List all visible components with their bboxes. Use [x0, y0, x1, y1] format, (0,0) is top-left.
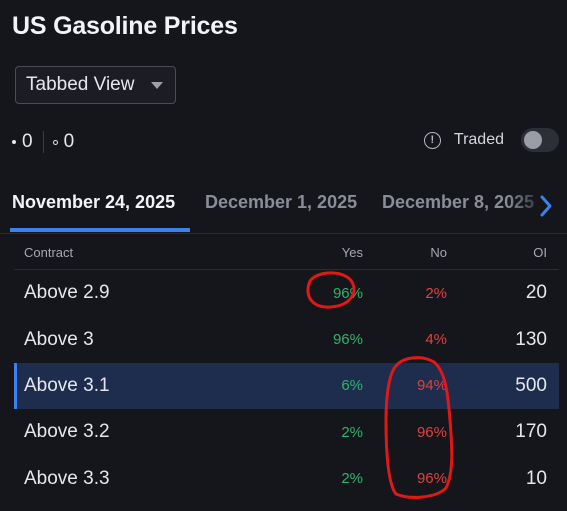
contract-name: Above 3: [24, 328, 94, 350]
traded-toggle[interactable]: [521, 128, 559, 152]
contract-name: Above 3.2: [24, 421, 110, 443]
header-contract: Contract: [24, 245, 74, 260]
info-icon[interactable]: !: [423, 131, 441, 149]
open-interest: 10: [525, 467, 547, 489]
active-tab-indicator: [10, 228, 190, 232]
yes-price[interactable]: 96%: [332, 331, 363, 349]
tab-december-1[interactable]: December 1, 2025: [205, 192, 358, 212]
contracts-table: Contract Yes No OI Above 2.9 96% 2% 20 A…: [14, 236, 559, 502]
yes-price[interactable]: 96%: [332, 284, 363, 302]
no-price[interactable]: 96%: [416, 423, 447, 441]
empty-dot-icon: [52, 139, 58, 145]
table-row[interactable]: Above 3.3 2% 96% 10: [14, 456, 559, 502]
table-header: Contract Yes No OI: [14, 236, 559, 270]
count-divider: [42, 131, 44, 153]
open-interest: 170: [515, 421, 547, 443]
no-price[interactable]: 4%: [425, 331, 447, 349]
count-indicators: 0 0: [12, 130, 74, 154]
contract-name: Above 3.1: [24, 374, 110, 396]
tab-december-8[interactable]: December 8, 2025: [382, 192, 535, 212]
tab-november-24[interactable]: November 24, 2025: [12, 192, 176, 212]
tab-overflow-fade: [507, 186, 567, 232]
no-price[interactable]: 96%: [416, 470, 447, 488]
no-price[interactable]: 94%: [416, 377, 447, 395]
view-select-dropdown[interactable]: Tabbed View: [15, 66, 176, 104]
table-row-selected[interactable]: Above 3.1 6% 94% 500: [14, 362, 559, 410]
yes-price[interactable]: 2%: [341, 423, 363, 441]
contract-name: Above 3.3: [24, 467, 110, 489]
chevron-down-icon: [151, 82, 163, 89]
yes-price[interactable]: 2%: [341, 470, 363, 488]
filled-dot-icon: [12, 140, 16, 144]
contract-name: Above 2.9: [24, 282, 110, 304]
view-select-value: Tabbed View: [26, 74, 135, 95]
chevron-right-icon[interactable]: [539, 194, 553, 218]
table-row[interactable]: Above 2.9 96% 2% 20: [14, 270, 559, 316]
empty-count: 0: [63, 131, 75, 152]
header-yes: Yes: [341, 245, 363, 260]
open-interest: 20: [525, 282, 547, 304]
header-oi: OI: [533, 245, 547, 260]
no-price[interactable]: 2%: [425, 284, 447, 302]
yes-price[interactable]: 6%: [341, 377, 363, 395]
traded-label: Traded: [453, 131, 504, 148]
date-tabs: November 24, 2025 December 1, 2025 Decem…: [0, 186, 567, 234]
traded-filter: ! Traded: [423, 126, 559, 154]
open-interest: 130: [515, 328, 547, 350]
header-no: No: [430, 245, 447, 260]
open-interest: 500: [515, 374, 547, 396]
page-title: US Gasoline Prices: [12, 12, 238, 40]
table-row[interactable]: Above 3.2 2% 96% 170: [14, 409, 559, 455]
filled-count: 0: [22, 131, 33, 152]
toggle-knob: [524, 131, 542, 149]
table-row[interactable]: Above 3 96% 4% 130: [14, 316, 559, 362]
